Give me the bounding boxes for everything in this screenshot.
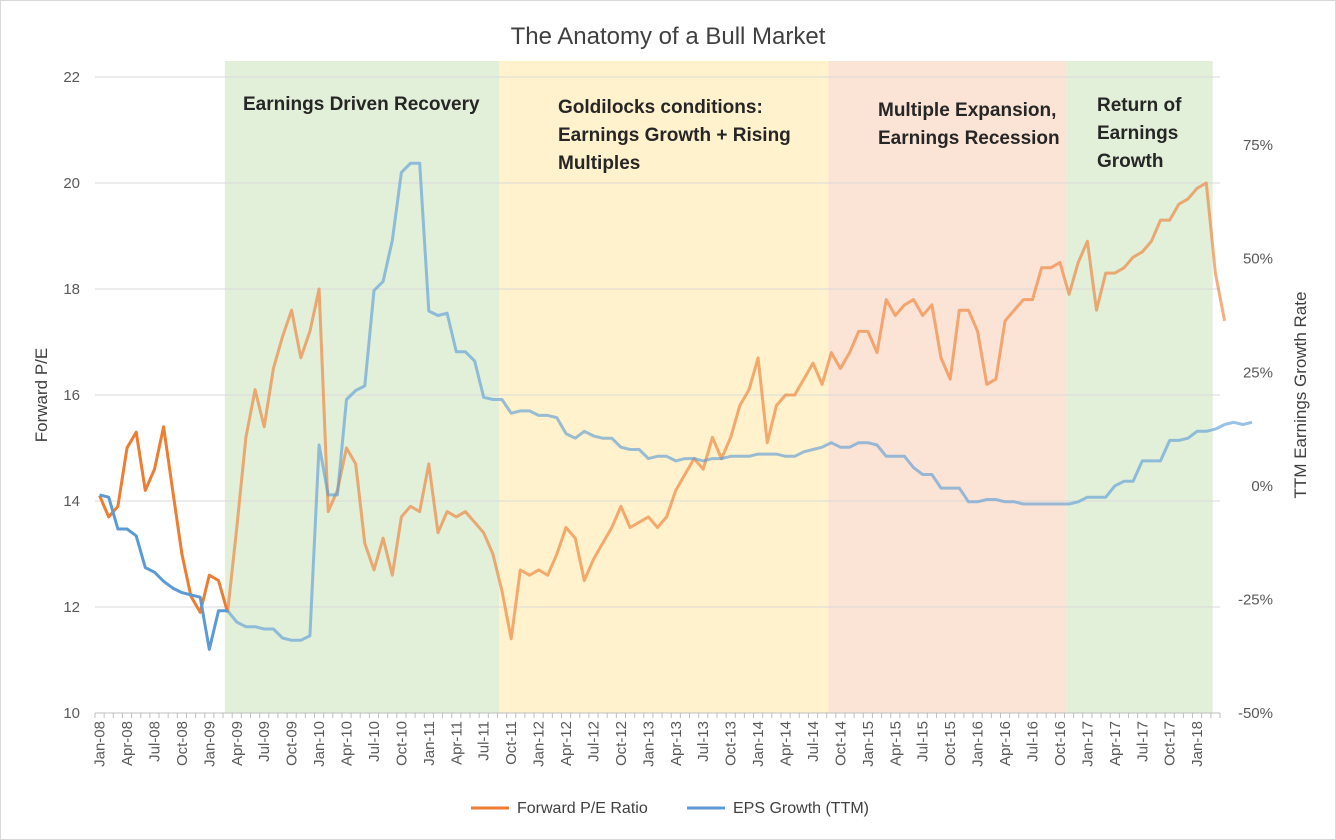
series-lines [98, 161, 1253, 651]
x-tick-label: Jan-17 [1079, 721, 1096, 767]
x-tick-label: Jan-10 [311, 721, 328, 767]
x-tick-label: Oct-08 [174, 721, 191, 766]
y-axis-ticks: 10 12 14 16 18 20 22 [63, 69, 80, 722]
x-tick-label: Jan-08 [92, 721, 109, 767]
y2-axis-title: TTM Earnings Growth Rate [1291, 292, 1310, 499]
chart-title: The Anatomy of a Bull Market [511, 23, 826, 50]
x-tick-label: Jan-16 [970, 721, 987, 767]
gridlines [95, 76, 1220, 608]
x-tick-label: Apr-14 [778, 721, 795, 766]
y-axis-title: Forward P/E [32, 348, 51, 442]
x-tick-label: Jan-12 [531, 721, 548, 767]
x-tick-label: Jul-09 [256, 721, 273, 762]
x-tick-label: Apr-13 [668, 721, 685, 766]
x-tick-label: Oct-16 [1052, 721, 1069, 766]
x-tick-label: Apr-10 [339, 721, 356, 766]
x-tick-label: Jul-08 [146, 721, 163, 762]
x-tick-label: Apr-09 [229, 721, 246, 766]
y2-tick-label: 50% [1243, 251, 1273, 268]
y2-tick-label: 0% [1251, 478, 1273, 495]
region-4 [1066, 61, 1213, 713]
y-tick-label: 20 [63, 175, 80, 192]
x-tick-label: Apr-12 [558, 721, 575, 766]
region-label-1: Earnings Driven Recovery [243, 94, 480, 115]
series-line-eps [226, 161, 1253, 642]
y-tick-label: 10 [63, 705, 80, 722]
y2-tick-label: 25% [1243, 364, 1273, 381]
x-tick-label: Oct-12 [613, 721, 630, 766]
x-tick-label: Apr-17 [1107, 721, 1124, 766]
x-tick-label: Jul-16 [1025, 721, 1042, 762]
legend: Forward P/E Ratio EPS Growth (TTM) [471, 800, 869, 817]
y2-tick-label: 75% [1243, 137, 1273, 154]
series-line-pe [226, 181, 1227, 641]
x-axis-ticks: Jan-08 Apr-08 Jul-08 Oct-08 Jan-09 Apr-09 Jul-… [92, 713, 1221, 767]
y-tick-label: 12 [63, 599, 80, 616]
x-tick-label: Jul-17 [1134, 721, 1151, 762]
x-tick-label: Jan-14 [750, 721, 767, 767]
x-tick-label: Jul-14 [805, 721, 822, 762]
x-tick-label: Jan-09 [201, 721, 218, 767]
legend-label-pe: Forward P/E Ratio [517, 800, 648, 817]
x-tick-label: Jan-11 [421, 721, 438, 766]
x-tick-label: Jul-15 [915, 721, 932, 762]
x-tick-label: Oct-15 [942, 721, 959, 766]
region-2 [499, 61, 829, 713]
x-tick-label: Oct-13 [723, 721, 740, 766]
x-tick-label: Jul-11 [476, 721, 493, 761]
y-tick-label: 16 [63, 387, 80, 404]
y-tick-label: 22 [63, 69, 80, 86]
x-tick-label: Jan-18 [1189, 721, 1206, 767]
x-tick-label: Jan-13 [640, 721, 657, 767]
x-tick-label: Oct-14 [832, 721, 849, 766]
x-tick-label: Apr-11 [448, 721, 465, 765]
region-annotations: Earnings Driven Recovery Goldilocks condi… [243, 94, 1182, 174]
x-tick-label: Oct-17 [1162, 721, 1179, 766]
x-tick-label: Jul-13 [695, 721, 712, 762]
series-line-pe-pre [98, 425, 230, 614]
y2-axis-ticks: -50% -25% 0% 25% 50% 75% [1238, 137, 1273, 722]
y2-tick-label: -25% [1238, 591, 1273, 608]
legend-label-eps: EPS Growth (TTM) [733, 800, 869, 817]
x-tick-label: Apr-08 [119, 721, 136, 766]
x-tick-label: Jul-10 [366, 721, 383, 762]
x-tick-label: Apr-16 [997, 721, 1014, 766]
series-line-eps-pre [99, 493, 228, 651]
x-tick-label: Oct-09 [284, 721, 301, 766]
region-3 [828, 61, 1067, 713]
region-label-3: Multiple Expansion, Earnings Recession [878, 100, 1060, 149]
region-label-2: Goldilocks conditions: Earnings Growth + … [558, 97, 791, 174]
x-tick-label: Jan-15 [860, 721, 877, 767]
y-tick-label: 14 [63, 493, 80, 510]
x-tick-label: Apr-15 [887, 721, 904, 766]
shaded-regions [224, 61, 1213, 713]
y-tick-label: 18 [63, 281, 80, 298]
y2-tick-label: -50% [1238, 705, 1273, 722]
region-label-4: Return of Earnings Growth [1097, 95, 1182, 172]
x-tick-label: Oct-11 [503, 721, 520, 765]
x-tick-label: Oct-10 [393, 721, 410, 766]
x-tick-label: Jul-12 [585, 721, 602, 762]
